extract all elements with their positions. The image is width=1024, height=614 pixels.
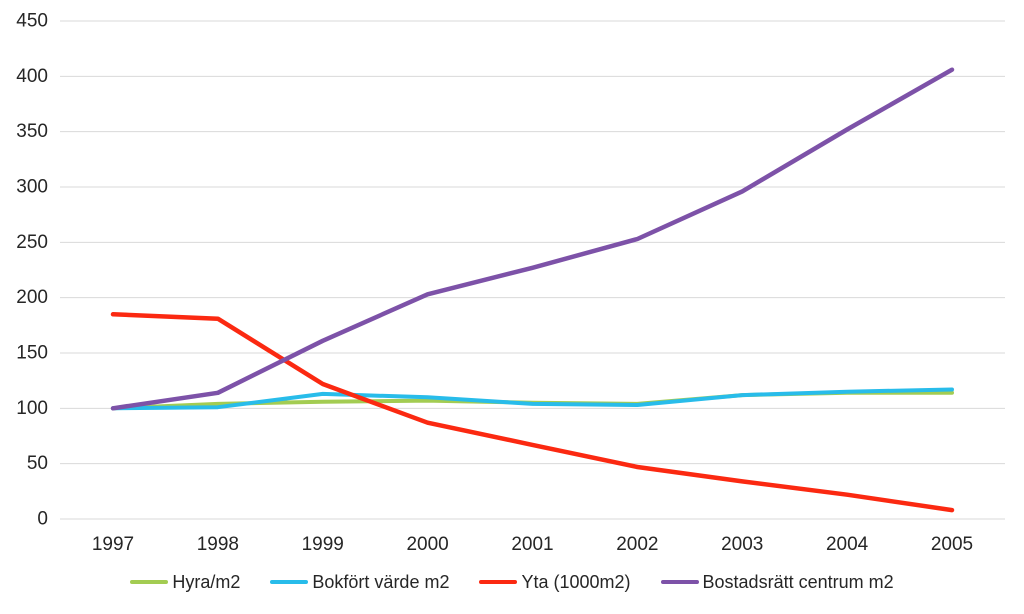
y-tick-label: 300: [16, 177, 48, 198]
plot-area: 0 50 100 150 200 250 300 350 400 450 1997 1998 1999 2…: [16, 11, 1005, 555]
legend-item: Yta (1000m2): [479, 571, 631, 593]
y-tick-label: 200: [16, 287, 48, 308]
x-tick-label: 1997: [92, 534, 134, 555]
legend-label: Yta (1000m2): [521, 571, 631, 592]
series-line: [110, 67, 955, 411]
legend-label: Hyra/m2: [172, 571, 241, 592]
y-tick-label: 50: [27, 453, 48, 474]
legend-line-swatch: [660, 579, 699, 585]
y-tick-label: 0: [37, 509, 48, 530]
legend-item: Bokfört värde m2: [270, 572, 449, 593]
legend-item: Hyra/m2: [130, 572, 240, 593]
y-tick-label: 100: [16, 398, 48, 419]
legend-line-swatch: [270, 579, 309, 585]
series-line: [111, 387, 954, 411]
y-tick-label: 350: [16, 121, 48, 142]
legend-item: Bostadsrätt centrum m2: [660, 571, 894, 593]
legend: Hyra/m2 Bokfört värde m2 Yta (1000m2) Bosta…: [0, 560, 1024, 604]
legend-line-swatch: [479, 579, 518, 585]
x-tick-label: 2005: [931, 534, 973, 555]
x-tick-label: 1999: [302, 534, 344, 555]
y-tick-label: 450: [16, 11, 48, 32]
x-tick-label: 2001: [511, 534, 553, 555]
y-tick-label: 400: [16, 66, 48, 87]
legend-line-swatch: [130, 579, 169, 585]
x-tick-label: 1998: [197, 534, 239, 555]
x-tick-label: 2003: [721, 534, 763, 555]
x-tick-label: 2004: [826, 534, 869, 555]
x-tick-label: 2002: [616, 534, 658, 555]
legend-label: Bokfört värde m2: [312, 571, 450, 592]
series-line: [110, 312, 955, 513]
legend-label: Bostadsrätt centrum m2: [702, 571, 894, 592]
y-tick-label: 150: [16, 343, 48, 364]
x-tick-label: 2000: [406, 534, 448, 555]
y-tick-label: 250: [16, 232, 48, 253]
